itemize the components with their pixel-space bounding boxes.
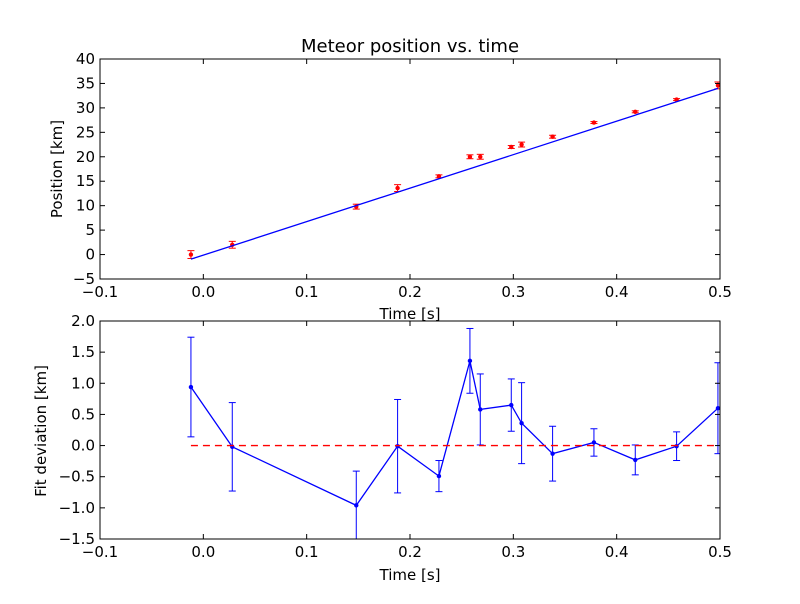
data-point — [509, 402, 514, 408]
y-tick-label: 10 — [76, 197, 95, 215]
y-tick-label: 15 — [76, 172, 95, 190]
chart-title: Meteor position vs. time — [301, 36, 519, 57]
x-tick-label: 0.1 — [295, 543, 319, 561]
x-tick-label: −0.1 — [82, 543, 118, 561]
deviation-chart: Time [s] Fit deviation [km] −0.1 0.0 0.1 0.… — [32, 312, 732, 584]
y-tick-label: 20 — [76, 148, 95, 166]
x-tick-label: 0.5 — [708, 283, 732, 301]
y-tick-label: 5 — [85, 221, 95, 239]
data-point — [633, 457, 638, 463]
y-tick-label: 1.5 — [71, 343, 95, 361]
plot-area — [187, 81, 720, 260]
x-tick-label: 0.4 — [605, 543, 629, 561]
x-tick-label: 0.0 — [191, 283, 215, 301]
y-tick-label: 40 — [76, 50, 95, 68]
y-axis-label: Fit deviation [km] — [32, 365, 50, 497]
data-point — [715, 406, 720, 411]
x-tick-label: 0.2 — [398, 283, 422, 301]
plot-area — [187, 327, 720, 539]
y-tick-label: −1.5 — [59, 530, 95, 548]
y-tick-label: 1.0 — [71, 374, 95, 392]
data-point — [715, 83, 720, 88]
y-tick-label: 0.5 — [71, 405, 95, 423]
data-point — [550, 134, 555, 139]
y-tick-label: −1.0 — [59, 499, 95, 517]
data-point — [467, 358, 473, 364]
x-tick-label: 0.0 — [191, 543, 215, 561]
x-tick-label: 0.5 — [708, 543, 732, 561]
data-point — [509, 144, 514, 150]
y-tick-label: −0.5 — [59, 468, 95, 486]
data-point — [591, 440, 597, 445]
x-axis-label: Time [s] — [379, 305, 441, 323]
data-point — [188, 384, 194, 390]
data-point — [519, 420, 524, 426]
x-tick-label: 0.2 — [398, 543, 422, 561]
data-point — [395, 185, 400, 191]
position-chart: Meteor position vs. time Time [s] Positi… — [48, 36, 732, 323]
y-tick-label: −5 — [73, 270, 95, 288]
data-point — [436, 174, 442, 179]
data-point — [591, 120, 597, 125]
x-tick-label: 0.1 — [295, 283, 319, 301]
x-tick-label: −0.1 — [82, 283, 118, 301]
y-tick-label: 0.0 — [71, 437, 95, 455]
data-point — [519, 142, 524, 147]
data-point — [674, 97, 679, 102]
data-point — [188, 252, 194, 257]
x-tick-label: 0.4 — [605, 283, 629, 301]
data-point — [354, 503, 359, 508]
x-tick-label: 0.3 — [501, 543, 525, 561]
data-point — [467, 154, 473, 159]
data-point — [478, 407, 483, 412]
data-point — [633, 109, 638, 115]
x-tick-label: 0.3 — [501, 283, 525, 301]
data-point — [436, 473, 442, 479]
y-tick-label: 30 — [76, 99, 95, 117]
y-tick-label: 25 — [76, 123, 95, 141]
data-point — [550, 451, 555, 456]
x-axis-label: Time [s] — [379, 566, 441, 584]
data-point — [478, 154, 483, 159]
series-line — [190, 360, 719, 507]
y-tick-label: 2.0 — [71, 312, 95, 330]
y-tick-label: 35 — [76, 74, 95, 92]
y-tick-label: 0 — [85, 246, 95, 264]
series-line — [190, 87, 719, 260]
y-axis-label: Position [km] — [48, 120, 66, 218]
